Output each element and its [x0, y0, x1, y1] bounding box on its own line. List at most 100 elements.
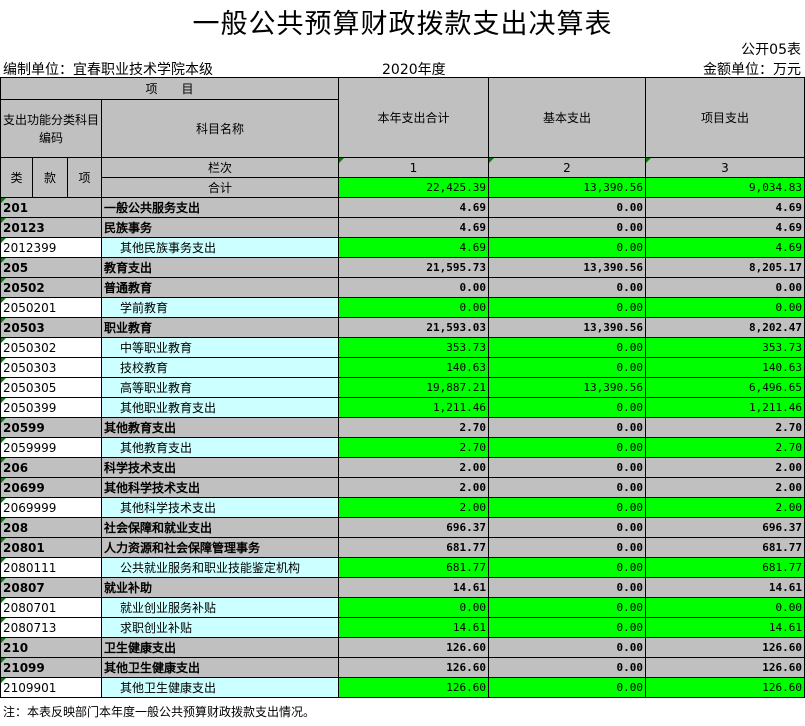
- row-name[interactable]: 其他卫生健康支出: [101, 677, 339, 698]
- row-code[interactable]: 2109901: [0, 677, 102, 698]
- row-code[interactable]: 20503: [0, 317, 102, 338]
- row-value-3[interactable]: 8,202.47: [645, 317, 805, 338]
- row-value-1[interactable]: 14.61: [338, 577, 489, 598]
- row-value-2[interactable]: 0.00: [488, 657, 646, 678]
- row-name[interactable]: 科学技术支出: [101, 457, 339, 478]
- row-name[interactable]: 卫生健康支出: [101, 637, 339, 658]
- row-value-3[interactable]: 4.69: [645, 237, 805, 258]
- row-name[interactable]: 教育支出: [101, 257, 339, 278]
- row-code[interactable]: 2050302: [0, 337, 102, 358]
- row-value-2[interactable]: 0.00: [488, 617, 646, 638]
- row-code[interactable]: 2080701: [0, 597, 102, 618]
- row-value-3[interactable]: 4.69: [645, 197, 805, 218]
- row-value-1[interactable]: 19,887.21: [338, 377, 489, 398]
- row-value-1[interactable]: 4.69: [338, 217, 489, 238]
- row-code[interactable]: 20807: [0, 577, 102, 598]
- row-value-2[interactable]: 0.00: [488, 597, 646, 618]
- row-value-2[interactable]: 13,390.56: [488, 257, 646, 278]
- row-name[interactable]: 学前教育: [101, 297, 339, 318]
- row-value-2[interactable]: 13,390.56: [488, 377, 646, 398]
- row-value-3[interactable]: 4.69: [645, 217, 805, 238]
- row-value-2[interactable]: 0.00: [488, 497, 646, 518]
- row-value-2[interactable]: 0.00: [488, 197, 646, 218]
- row-value-3[interactable]: 0.00: [645, 297, 805, 318]
- row-name[interactable]: 高等职业教育: [101, 377, 339, 398]
- row-name[interactable]: 求职创业补贴: [101, 617, 339, 638]
- row-code[interactable]: 20599: [0, 417, 102, 438]
- row-value-3[interactable]: 126.60: [645, 677, 805, 698]
- row-name[interactable]: 其他卫生健康支出: [101, 657, 339, 678]
- row-name[interactable]: 就业创业服务补贴: [101, 597, 339, 618]
- row-value-3[interactable]: 681.77: [645, 537, 805, 558]
- row-value-1[interactable]: 1,211.46: [338, 397, 489, 418]
- row-value-1[interactable]: 681.77: [338, 557, 489, 578]
- row-value-3[interactable]: 0.00: [645, 597, 805, 618]
- row-value-3[interactable]: 2.70: [645, 417, 805, 438]
- row-value-1[interactable]: 14.61: [338, 617, 489, 638]
- row-value-2[interactable]: 0.00: [488, 357, 646, 378]
- row-value-1[interactable]: 0.00: [338, 297, 489, 318]
- row-value-3[interactable]: 6,496.65: [645, 377, 805, 398]
- row-value-3[interactable]: 2.00: [645, 497, 805, 518]
- row-value-1[interactable]: 21,595.73: [338, 257, 489, 278]
- row-code[interactable]: 2080713: [0, 617, 102, 638]
- row-name[interactable]: 技校教育: [101, 357, 339, 378]
- row-value-1[interactable]: 2.70: [338, 437, 489, 458]
- row-code[interactable]: 208: [0, 517, 102, 538]
- row-value-1[interactable]: 353.73: [338, 337, 489, 358]
- total-value-1[interactable]: 22,425.39: [338, 177, 489, 198]
- row-code[interactable]: 2069999: [0, 497, 102, 518]
- row-name[interactable]: 民族事务: [101, 217, 339, 238]
- row-value-2[interactable]: 0.00: [488, 297, 646, 318]
- row-value-3[interactable]: 140.63: [645, 357, 805, 378]
- row-code[interactable]: 20502: [0, 277, 102, 298]
- row-name[interactable]: 其他民族事务支出: [101, 237, 339, 258]
- row-value-2[interactable]: 0.00: [488, 437, 646, 458]
- row-value-1[interactable]: 126.60: [338, 637, 489, 658]
- row-name[interactable]: 其他科学技术支出: [101, 477, 339, 498]
- row-code[interactable]: 210: [0, 637, 102, 658]
- row-value-2[interactable]: 0.00: [488, 397, 646, 418]
- row-value-3[interactable]: 2.00: [645, 477, 805, 498]
- row-value-3[interactable]: 8,205.17: [645, 257, 805, 278]
- row-value-3[interactable]: 14.61: [645, 617, 805, 638]
- row-value-1[interactable]: 2.70: [338, 417, 489, 438]
- row-code[interactable]: 20123: [0, 217, 102, 238]
- row-value-1[interactable]: 0.00: [338, 597, 489, 618]
- row-value-3[interactable]: 681.77: [645, 557, 805, 578]
- row-name[interactable]: 社会保障和就业支出: [101, 517, 339, 538]
- row-value-2[interactable]: 0.00: [488, 277, 646, 298]
- row-value-2[interactable]: 0.00: [488, 557, 646, 578]
- row-value-3[interactable]: 1,211.46: [645, 397, 805, 418]
- row-code[interactable]: 2050399: [0, 397, 102, 418]
- row-value-1[interactable]: 2.00: [338, 477, 489, 498]
- row-value-2[interactable]: 13,390.56: [488, 317, 646, 338]
- total-value-2[interactable]: 13,390.56: [488, 177, 646, 198]
- row-value-3[interactable]: 696.37: [645, 517, 805, 538]
- row-code[interactable]: 201: [0, 197, 102, 218]
- row-value-1[interactable]: 681.77: [338, 537, 489, 558]
- row-value-2[interactable]: 0.00: [488, 637, 646, 658]
- row-value-1[interactable]: 2.00: [338, 457, 489, 478]
- row-value-1[interactable]: 696.37: [338, 517, 489, 538]
- total-value-3[interactable]: 9,034.83: [645, 177, 805, 198]
- row-value-3[interactable]: 0.00: [645, 277, 805, 298]
- row-code[interactable]: 2059999: [0, 437, 102, 458]
- row-code[interactable]: 206: [0, 457, 102, 478]
- row-code[interactable]: 2080111: [0, 557, 102, 578]
- row-value-2[interactable]: 0.00: [488, 337, 646, 358]
- row-value-1[interactable]: 21,593.03: [338, 317, 489, 338]
- row-value-1[interactable]: 126.60: [338, 677, 489, 698]
- row-name[interactable]: 公共就业服务和职业技能鉴定机构: [101, 557, 339, 578]
- row-value-1[interactable]: 4.69: [338, 197, 489, 218]
- row-name[interactable]: 其他教育支出: [101, 437, 339, 458]
- row-name[interactable]: 其他科学技术支出: [101, 497, 339, 518]
- row-code[interactable]: 2050305: [0, 377, 102, 398]
- row-name[interactable]: 一般公共服务支出: [101, 197, 339, 218]
- row-value-2[interactable]: 0.00: [488, 477, 646, 498]
- row-value-1[interactable]: 2.00: [338, 497, 489, 518]
- row-name[interactable]: 就业补助: [101, 577, 339, 598]
- row-value-2[interactable]: 0.00: [488, 457, 646, 478]
- row-value-2[interactable]: 0.00: [488, 417, 646, 438]
- row-value-3[interactable]: 126.60: [645, 637, 805, 658]
